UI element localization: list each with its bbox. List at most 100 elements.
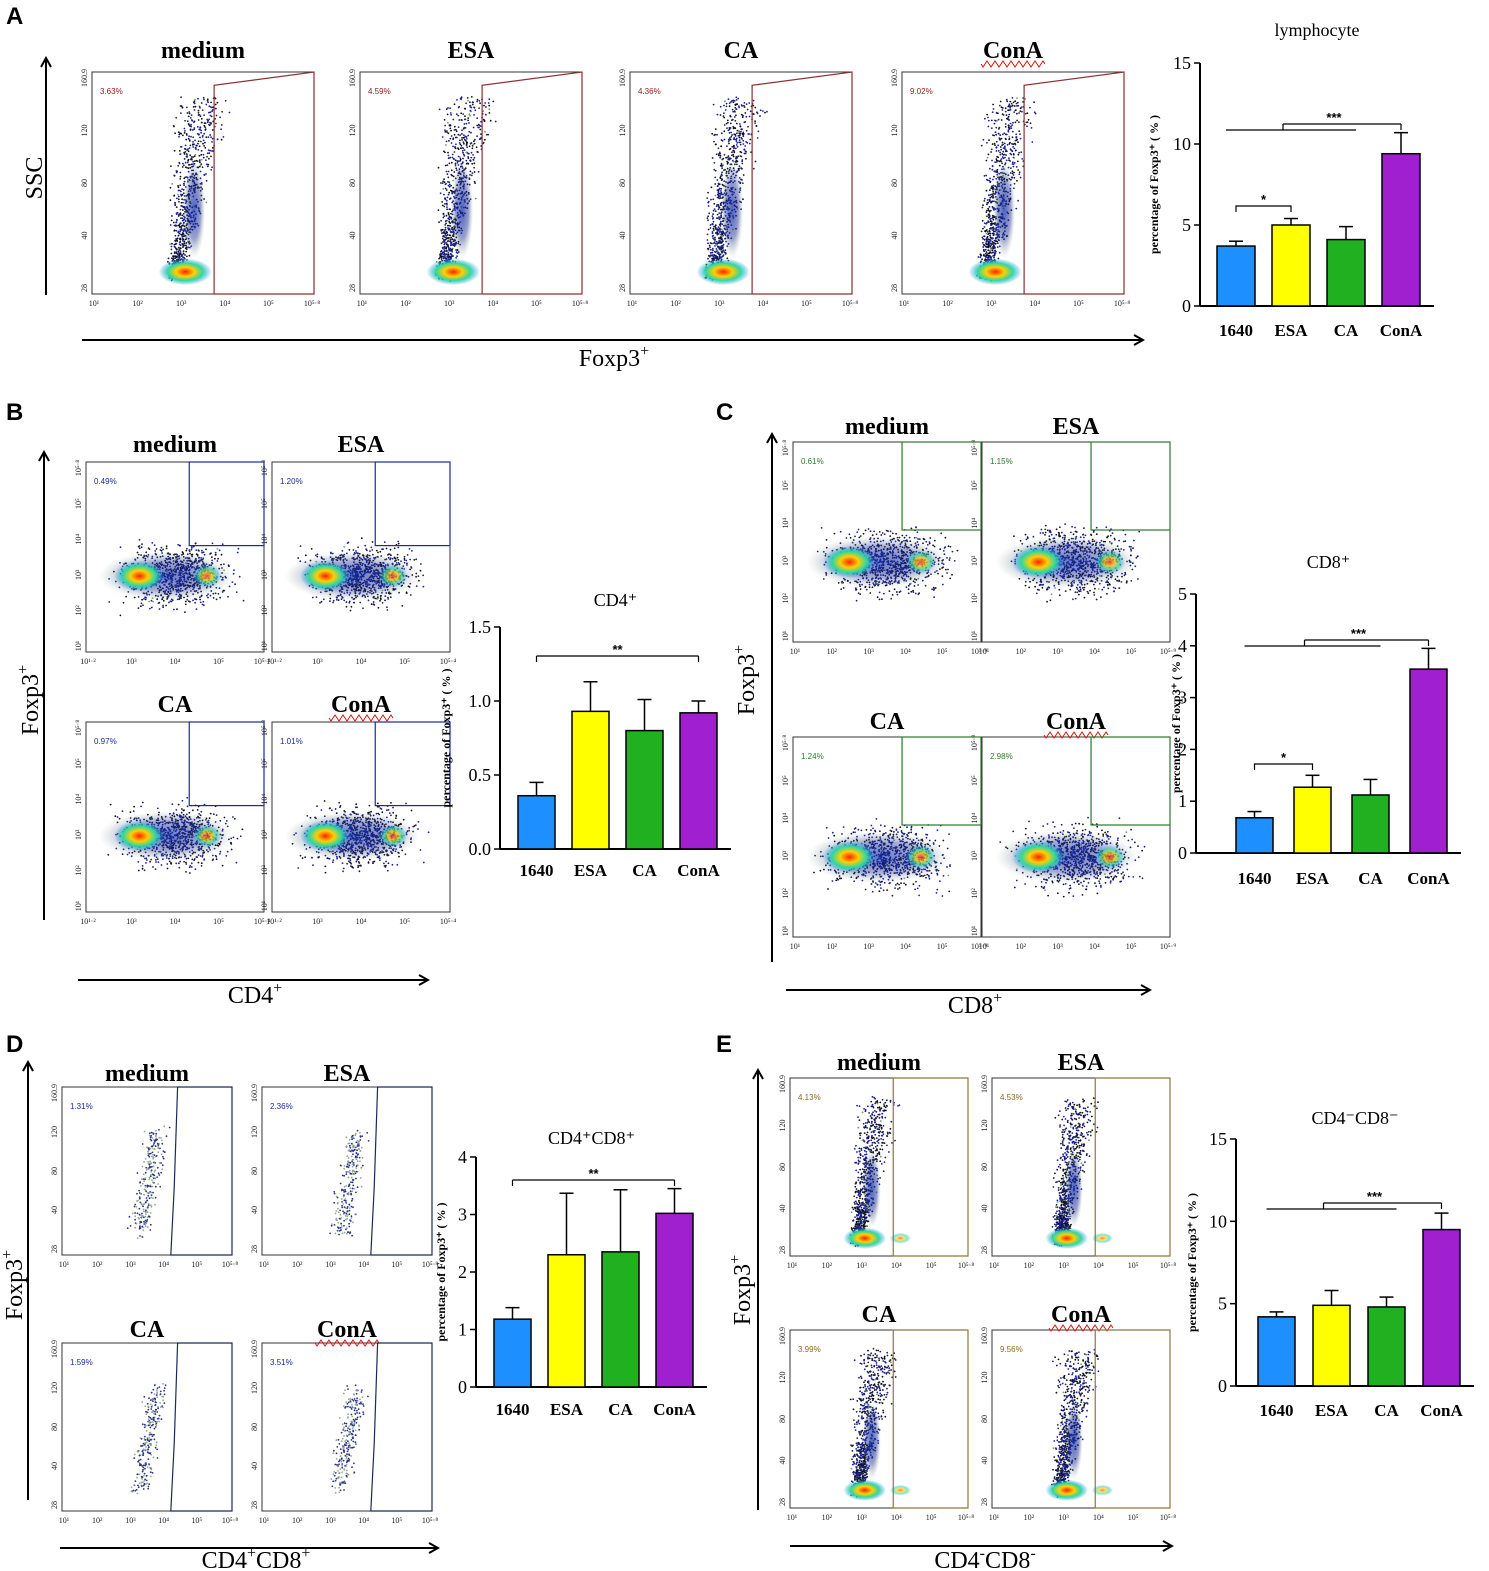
facs-b-3-title: CA [158, 692, 193, 718]
facs-a-4-xtick: 10¹ [899, 299, 910, 308]
facs-d-1-xtick: 10⁴ [158, 1260, 169, 1269]
facs-a-1-xtick: 10³ [176, 299, 187, 308]
facs-b-3-xtick: 10⁵ [213, 917, 224, 926]
facs-d-3-xtick: 10² [92, 1516, 103, 1525]
facs-e-4-xtick: 10² [1024, 1513, 1035, 1522]
facs-a-1-xtick: 10¹ [89, 299, 100, 308]
facs-b-1-xtick: 10⁴ [170, 657, 181, 666]
facs-a-3-xtick: 10⁵·⁸ [842, 299, 858, 308]
facs-d-4-ytick: 40 [250, 1462, 259, 1470]
facs-e-3-ytick: 40 [778, 1457, 787, 1465]
bar-a-1640 [1216, 245, 1256, 307]
facs-a-3-gate [751, 71, 853, 295]
facs-a-3-xtick: 10² [670, 299, 681, 308]
facs-e-4-density [1045, 1348, 1114, 1501]
bar-c-ytick-label: 0 [1178, 843, 1187, 863]
facs-e-2-xtick: 10⁵ [1128, 1261, 1139, 1270]
bar-d-ytick-label: 2 [458, 1262, 467, 1282]
facs-d-1-ytick: 160.9 [50, 1084, 59, 1102]
bar-a-ca [1326, 238, 1366, 307]
facs-d-1-xtick: 10¹ [59, 1260, 70, 1269]
facs-e-1: medium 4.13% 10¹ 10² 10³ 10⁴ 10⁵ 10⁵·⁸ 160.9 120 8… [778, 1050, 974, 1270]
facs-e-2-xtick: 10² [1024, 1261, 1035, 1270]
bar-d-ca [601, 1251, 640, 1388]
facs-b-2-ytick: 10⁵·⁸ [260, 460, 269, 476]
facs-a-4-ytick: 120 [890, 125, 899, 137]
facs-c-2-ytick: 10⁵·⁸ [970, 440, 979, 456]
facs-d-3-xtick: 10⁵ [191, 1516, 202, 1525]
axis-label-a-x: Foxp3+ [579, 343, 649, 372]
facs-c-3-density [806, 818, 951, 897]
facs-a-1-xtick: 10⁵·⁸ [304, 299, 320, 308]
facs-e-2-xtick: 10¹ [989, 1261, 1000, 1270]
bar-d-ylabel: percentage of Foxp3⁺ ( % ) [434, 1202, 448, 1341]
facs-b-1-xtick: 10¹·² [80, 657, 96, 666]
bar-e-category: CA [1374, 1401, 1399, 1420]
bar-e-category: ConA [1420, 1401, 1463, 1420]
facs-e-4-gate [1094, 1329, 1171, 1509]
facs-e-3-ytick: 160.9 [778, 1327, 787, 1345]
facs-c-1-ytick: 10³ [781, 555, 790, 566]
facs-a-1-percent: 3.63% [100, 87, 123, 96]
facs-e-4-xtick: 10¹ [989, 1513, 1000, 1522]
facs-c-2-ytick: 10² [970, 593, 979, 604]
facs-b-4-gate [374, 721, 451, 807]
facs-d-3-ytick: 120 [50, 1382, 59, 1394]
facs-b-1-ytick: 10¹ [74, 640, 83, 651]
bar-e-title: CD4⁻CD8⁻ [1311, 1108, 1398, 1128]
facs-e-4: ConA 9.56% 10¹ 10² 10³ 10⁴ 10⁵ 10⁵·⁸ 160.9 120 80 4… [980, 1302, 1176, 1522]
facs-d-2-xtick: 10² [292, 1260, 303, 1269]
facs-a-2-ytick: 80 [348, 179, 357, 187]
facs-b-4-xtick: 10⁴ [356, 917, 367, 926]
facs-a-3-ytick: 80 [618, 179, 627, 187]
bar-a-sig-label: * [1261, 192, 1267, 207]
facs-a-3-ytick: 40 [618, 232, 627, 240]
facs-e-3-percent: 3.99% [798, 1345, 821, 1354]
facs-e-1-xtick: 10⁵ [926, 1261, 937, 1270]
facs-c-4-xtick: 10³ [1052, 942, 1063, 951]
facs-a-3-ytick: 28 [618, 284, 627, 292]
facs-a-2-xtick: 10³ [444, 299, 455, 308]
facs-a-1-ytick: 28 [80, 284, 89, 292]
facs-b-2-ytick: 10⁴ [260, 534, 269, 545]
facs-c-2-xtick: 10⁴ [1089, 647, 1100, 656]
facs-e-3-gate [892, 1329, 969, 1509]
bar-c-ca [1351, 794, 1390, 854]
bar-d-ytick-label: 0 [458, 1377, 467, 1397]
facs-c-3-ytick: 10² [781, 888, 790, 899]
facs-c-1-xtick: 10³ [863, 647, 874, 656]
facs-e-4-ytick: 160.9 [980, 1327, 989, 1345]
facs-b-2-ytick: 10³ [260, 569, 269, 580]
bar-a-sig-line [1235, 205, 1292, 212]
facs-d-2-density [329, 1129, 370, 1237]
facs-d-4-frame [261, 1342, 433, 1512]
facs-d-4-ytick: 120 [250, 1382, 259, 1394]
facs-a-2-xtick: 10⁵·⁸ [572, 299, 588, 308]
facs-c-2-xtick: 10² [1016, 647, 1027, 656]
facs-c-4-xtick: 10² [1016, 942, 1027, 951]
facs-b-4-ytick: 10³ [260, 829, 269, 840]
facs-a-1-ytick: 160.9 [80, 69, 89, 87]
facs-c-3-ytick: 10³ [781, 850, 790, 861]
bar-d-ytick-label: 4 [458, 1147, 467, 1167]
facs-panel-d: medium 1.31% 10¹ 10² 10³ 10⁴ 10⁵ 10⁵·⁸ 160.9 120 8… [50, 1061, 438, 1525]
facs-a-3-xtick: 10³ [714, 299, 725, 308]
facs-e-4-xtick: 10⁵ [1128, 1513, 1139, 1522]
facs-d-4: ConA 3.51% 10¹ 10² 10³ 10⁴ 10⁵ 10⁵·⁸ 160.9 120 80 4… [250, 1317, 438, 1525]
facs-e-3-xtick: 10⁵·⁸ [958, 1513, 974, 1522]
panel-label-e: E [716, 1031, 732, 1058]
facs-e-2-percent: 4.53% [1000, 1093, 1023, 1102]
facs-panel-c: medium 0.61% 10¹ 10² 10³ 10⁴ 10⁵ 10⁵·⁹ 10⁵·⁸ 10⁵ 1… [781, 414, 1176, 951]
facs-a-2-ytick: 120 [348, 125, 357, 137]
facs-c-1-percent: 0.61% [801, 457, 824, 466]
facs-c-3-ytick: 10¹ [781, 925, 790, 936]
bar-b-ytick-label: 1.5 [469, 617, 492, 637]
facs-b-1-ytick: 10² [74, 605, 83, 616]
facs-b-3-xtick: 10¹·² [80, 917, 96, 926]
facs-b-3-xtick: 10⁴ [170, 917, 181, 926]
facs-d-1-xtick: 10⁵·⁸ [222, 1260, 238, 1269]
facs-a-2-xtick: 10² [400, 299, 411, 308]
facs-c-4-xtick: 10⁴ [1089, 942, 1100, 951]
facs-a-4-squiggle [980, 60, 1046, 68]
bar-b-category: CA [632, 861, 657, 880]
